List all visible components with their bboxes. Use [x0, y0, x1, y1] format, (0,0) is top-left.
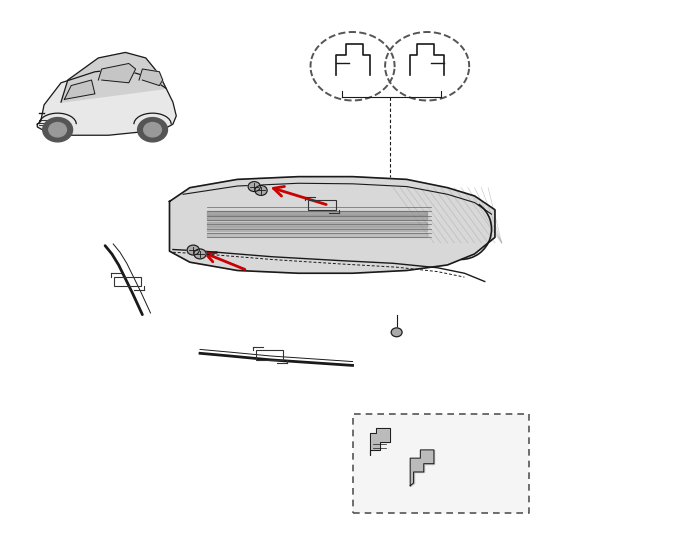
Polygon shape [170, 177, 495, 273]
Polygon shape [410, 450, 434, 486]
Polygon shape [98, 63, 136, 83]
Polygon shape [61, 52, 166, 102]
Polygon shape [37, 69, 176, 135]
Polygon shape [139, 69, 163, 86]
Circle shape [187, 245, 199, 255]
Circle shape [391, 328, 402, 337]
Circle shape [144, 123, 161, 137]
Circle shape [43, 118, 73, 142]
Circle shape [255, 185, 267, 195]
Circle shape [248, 182, 260, 192]
Circle shape [138, 118, 167, 142]
Circle shape [194, 249, 206, 259]
Polygon shape [370, 428, 390, 455]
Circle shape [49, 123, 66, 137]
Bar [353, 414, 529, 513]
Polygon shape [64, 80, 95, 99]
